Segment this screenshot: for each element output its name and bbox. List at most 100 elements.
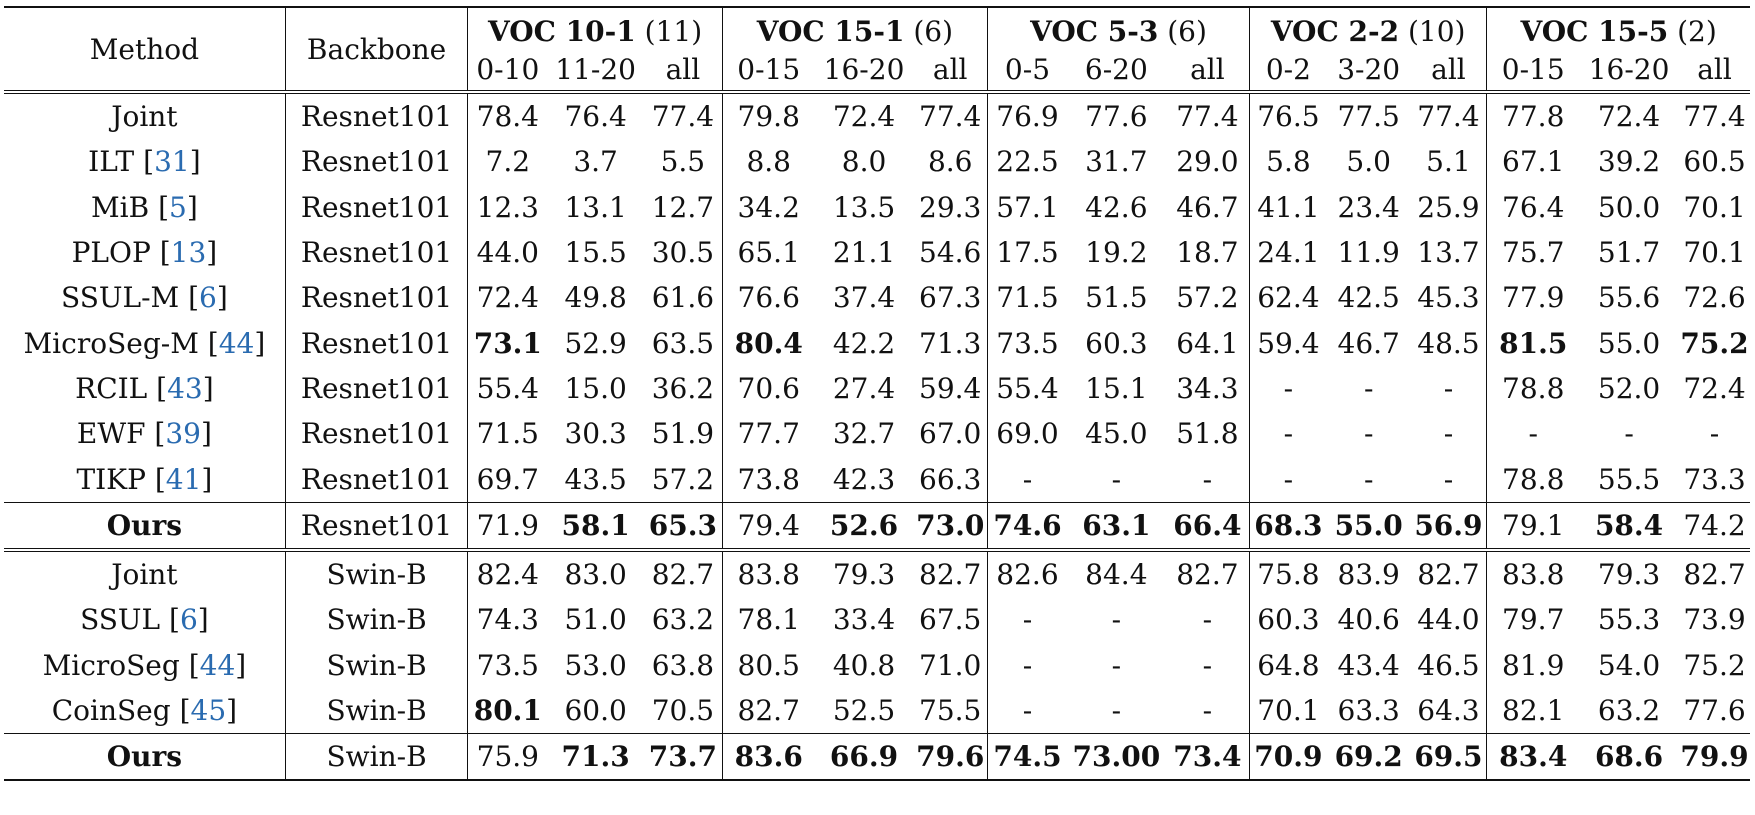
method-label: Ours xyxy=(106,508,183,542)
method-name: EWF [39] xyxy=(4,411,285,456)
value-cell: 63.1 xyxy=(1066,501,1166,550)
value-cell: 43.4 xyxy=(1337,648,1400,682)
group-count: (2) xyxy=(1668,15,1717,48)
value-cell: 59.4 xyxy=(919,371,982,405)
value-cell: 55.0 xyxy=(1597,326,1661,360)
header-group-2: VOC 5-3 (6) xyxy=(987,6,1250,48)
value-cell: 67.3 xyxy=(919,281,982,315)
cite-bracket-open: [ xyxy=(179,694,191,727)
value-cell: - xyxy=(1202,648,1213,682)
method-name: ILT [31] xyxy=(4,139,285,184)
cite-bracket-close: ] xyxy=(235,648,247,682)
value-cell: 55.4 xyxy=(467,365,548,412)
method-label: Ours xyxy=(106,740,183,774)
header-group-1: VOC 15-1 (6) xyxy=(721,6,988,48)
table-row: Joint Resnet101 78.4 76.4 77.4 79.8 72.4 77.4 76… xyxy=(4,89,1750,140)
header-subcol: 3-20 xyxy=(1337,52,1401,86)
citation: 6 xyxy=(179,603,198,637)
value-cell: 76.9 xyxy=(986,89,1067,140)
value-cell: 73.1 xyxy=(467,320,548,366)
value-cell: 13.5 xyxy=(832,190,896,224)
value-cell: 50.0 xyxy=(1597,190,1661,224)
header-subcol: all xyxy=(1431,52,1466,86)
value-cell: - xyxy=(1111,462,1122,496)
value-cell: 40.8 xyxy=(832,648,896,682)
method-name: Ours xyxy=(4,501,286,550)
value-cell: 52.9 xyxy=(564,326,627,360)
value-cell: 58.1 xyxy=(547,501,644,550)
value-cell: 71.0 xyxy=(919,648,982,682)
value-cell: 54.0 xyxy=(1597,648,1661,682)
cite-bracket-close: ] xyxy=(189,145,201,179)
value-cell: - xyxy=(1624,417,1634,451)
citation: 5 xyxy=(169,190,187,224)
method-label: PLOP xyxy=(71,236,160,270)
value-cell: 73.5 xyxy=(986,320,1067,366)
value-cell: 63.3 xyxy=(1337,694,1400,727)
cite-bracket-close: ] xyxy=(202,371,214,405)
table-row: CoinSeg [45] Swin-B 80.1 60.0 70.5 82.7 52.5 75… xyxy=(4,687,1750,734)
table-row: TIKP [41] Resnet101 69.7 43.5 57.2 73.8 42.3 66… xyxy=(4,456,1750,503)
value-cell: 12.3 xyxy=(467,184,548,230)
ours-row: Ours Resnet101 71.9 58.1 65.3 79.4 52.6 73.0 74.… xyxy=(4,501,1750,550)
results-table: Method Backbone VOC 10-1 (11) VOC 15-1 (6) V… xyxy=(4,6,1750,782)
value-cell: 33.4 xyxy=(832,603,896,637)
value-cell: 77.4 xyxy=(643,89,723,140)
value-cell: 17.5 xyxy=(986,229,1067,276)
table-row: RCIL [43] Resnet101 55.4 15.0 36.2 70.6 27.4 59… xyxy=(4,365,1750,412)
value-cell: 53.0 xyxy=(564,648,627,682)
value-cell: 15.0 xyxy=(564,371,627,405)
value-cell: 37.4 xyxy=(832,281,896,315)
value-cell: 63.5 xyxy=(651,326,715,360)
value-cell: 56.9 xyxy=(1410,501,1487,550)
value-cell: 83.8 xyxy=(1486,547,1580,598)
value-cell: 15.1 xyxy=(1085,371,1148,405)
value-cell: 29.0 xyxy=(1176,145,1239,179)
value-cell: 72.4 xyxy=(1579,89,1679,140)
value-cell: 75.2 xyxy=(1683,648,1746,682)
value-cell: 76.6 xyxy=(721,275,815,321)
table-row: SSUL-M [6] Resnet101 72.4 49.8 61.6 76.6 37.4 6… xyxy=(4,275,1750,321)
value-cell: 75.8 xyxy=(1248,547,1327,598)
value-cell: - xyxy=(1202,603,1213,637)
method-label: CoinSeg xyxy=(51,694,180,727)
group-title: VOC 2-2 xyxy=(1270,15,1400,48)
value-cell: 83.0 xyxy=(547,547,644,598)
citation: 44 xyxy=(199,648,236,682)
value-cell: 46.7 xyxy=(1337,326,1400,360)
value-cell: 82.7 xyxy=(1165,547,1250,598)
backbone-cell: Swin-B xyxy=(284,547,468,598)
citation: 41 xyxy=(165,462,202,496)
value-cell: 42.5 xyxy=(1337,281,1400,315)
value-cell: 63.2 xyxy=(651,603,715,637)
value-cell: 77.6 xyxy=(1683,694,1746,727)
value-cell: 11.9 xyxy=(1337,236,1400,270)
value-cell: 70.9 xyxy=(1248,733,1327,782)
value-cell: 65.1 xyxy=(721,229,815,276)
value-cell: 67.0 xyxy=(919,417,982,451)
value-cell: 8.0 xyxy=(841,145,887,179)
value-cell: 34.3 xyxy=(1176,371,1239,405)
value-cell: 82.7 xyxy=(913,547,988,598)
value-cell: 18.7 xyxy=(1176,236,1239,270)
value-cell: 51.0 xyxy=(564,603,627,637)
value-cell: 71.3 xyxy=(919,326,982,360)
value-cell: 60.3 xyxy=(1085,326,1148,360)
header-subcol: all xyxy=(665,52,701,86)
value-cell: 74.5 xyxy=(986,733,1067,782)
header-subcol: 16-20 xyxy=(1588,52,1670,86)
value-cell: 42.2 xyxy=(832,326,896,360)
group-count: (6) xyxy=(904,15,954,48)
value-cell: 76.4 xyxy=(547,89,644,140)
value-cell: 75.7 xyxy=(1486,229,1580,276)
cite-bracket-open: [ xyxy=(188,648,200,682)
cite-bracket-close: ] xyxy=(186,190,198,224)
value-cell: 13.7 xyxy=(1417,236,1480,270)
value-cell: - xyxy=(1248,411,1327,457)
method-name: PLOP [13] xyxy=(4,230,285,275)
value-cell: 83.8 xyxy=(721,547,815,598)
value-cell: 77.4 xyxy=(1165,89,1250,140)
method-name: MiB [5] xyxy=(4,185,285,230)
value-cell: 55.6 xyxy=(1597,281,1661,315)
backbone-cell: Resnet101 xyxy=(284,365,468,412)
